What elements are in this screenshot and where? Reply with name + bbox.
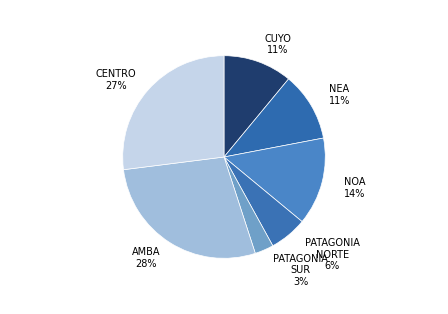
Text: NOA
14%: NOA 14%: [344, 177, 365, 198]
Text: PATAGONIA
NORTE
6%: PATAGONIA NORTE 6%: [305, 238, 360, 271]
Text: PATAGONIA
SUR
3%: PATAGONIA SUR 3%: [273, 254, 328, 287]
Wedge shape: [224, 138, 325, 222]
Text: NEA
11%: NEA 11%: [329, 84, 350, 106]
Wedge shape: [224, 79, 323, 157]
Text: AMBA
28%: AMBA 28%: [131, 247, 160, 269]
Wedge shape: [224, 56, 289, 157]
Text: CENTRO
27%: CENTRO 27%: [96, 69, 137, 91]
Wedge shape: [224, 157, 273, 253]
Wedge shape: [124, 157, 255, 258]
Wedge shape: [224, 157, 302, 246]
Wedge shape: [123, 56, 224, 170]
Text: CUYO
11%: CUYO 11%: [264, 34, 291, 55]
